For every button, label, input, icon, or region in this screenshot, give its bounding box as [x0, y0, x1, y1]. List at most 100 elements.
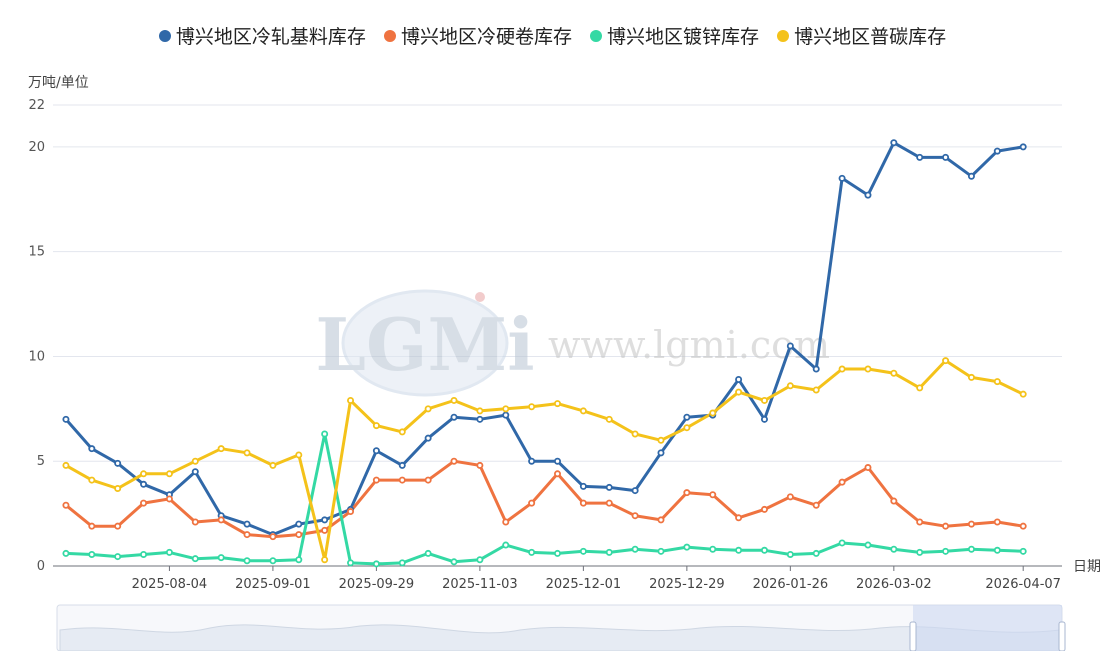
datazoom-selected-window[interactable]: [913, 605, 1062, 651]
data-point-series-1[interactable]: [838, 174, 846, 182]
data-point-series-1[interactable]: [864, 191, 872, 199]
data-point-series-2[interactable]: [812, 501, 820, 509]
data-point-series-2[interactable]: [295, 531, 303, 539]
datazoom-right-handle[interactable]: [1058, 621, 1066, 651]
data-point-series-2[interactable]: [88, 522, 96, 530]
data-point-series-2[interactable]: [967, 520, 975, 528]
data-point-series-4[interactable]: [579, 407, 587, 415]
data-point-series-3[interactable]: [605, 548, 613, 556]
data-point-series-2[interactable]: [502, 518, 510, 526]
data-point-series-3[interactable]: [864, 541, 872, 549]
data-point-series-4[interactable]: [217, 445, 225, 453]
data-point-series-3[interactable]: [786, 550, 794, 558]
data-point-series-2[interactable]: [864, 464, 872, 472]
data-point-series-2[interactable]: [735, 514, 743, 522]
data-point-series-3[interactable]: [993, 546, 1001, 554]
data-point-series-2[interactable]: [786, 493, 794, 501]
data-point-series-1[interactable]: [812, 365, 820, 373]
data-point-series-2[interactable]: [709, 491, 717, 499]
data-point-series-2[interactable]: [554, 470, 562, 478]
data-point-series-4[interactable]: [476, 407, 484, 415]
data-point-series-4[interactable]: [760, 396, 768, 404]
data-point-series-2[interactable]: [1019, 522, 1027, 530]
data-point-series-2[interactable]: [321, 526, 329, 534]
data-point-series-4[interactable]: [347, 396, 355, 404]
data-point-series-3[interactable]: [165, 548, 173, 556]
data-point-series-4[interactable]: [1019, 390, 1027, 398]
data-point-series-4[interactable]: [942, 357, 950, 365]
data-point-series-4[interactable]: [864, 365, 872, 373]
data-point-series-3[interactable]: [967, 545, 975, 553]
data-point-series-2[interactable]: [657, 516, 665, 524]
data-point-series-1[interactable]: [735, 376, 743, 384]
data-point-series-4[interactable]: [140, 470, 148, 478]
data-point-series-4[interactable]: [114, 484, 122, 492]
data-point-series-2[interactable]: [605, 499, 613, 507]
data-point-series-4[interactable]: [916, 384, 924, 392]
data-point-series-1[interactable]: [631, 487, 639, 495]
data-point-series-3[interactable]: [942, 547, 950, 555]
data-point-series-3[interactable]: [890, 545, 898, 553]
data-point-series-2[interactable]: [62, 501, 70, 509]
data-point-series-1[interactable]: [579, 482, 587, 490]
data-point-series-3[interactable]: [631, 545, 639, 553]
data-point-series-4[interactable]: [683, 424, 691, 432]
data-point-series-1[interactable]: [1019, 143, 1027, 151]
data-point-series-4[interactable]: [657, 436, 665, 444]
data-point-series-2[interactable]: [347, 508, 355, 516]
data-point-series-4[interactable]: [372, 422, 380, 430]
data-point-series-1[interactable]: [372, 447, 380, 455]
data-point-series-1[interactable]: [140, 480, 148, 488]
data-point-series-4[interactable]: [321, 556, 329, 564]
data-point-series-1[interactable]: [786, 342, 794, 350]
data-point-series-4[interactable]: [631, 430, 639, 438]
data-point-series-4[interactable]: [528, 403, 536, 411]
data-point-series-2[interactable]: [916, 518, 924, 526]
data-point-series-3[interactable]: [398, 559, 406, 567]
data-point-series-4[interactable]: [735, 388, 743, 396]
data-point-series-3[interactable]: [528, 548, 536, 556]
data-point-series-3[interactable]: [657, 547, 665, 555]
data-point-series-2[interactable]: [890, 497, 898, 505]
data-point-series-4[interactable]: [554, 400, 562, 408]
legend-item-series-1[interactable]: 博兴地区冷轧基料库存: [158, 22, 366, 49]
data-point-series-2[interactable]: [424, 476, 432, 484]
data-point-series-3[interactable]: [347, 559, 355, 567]
data-point-series-2[interactable]: [760, 505, 768, 513]
data-point-series-4[interactable]: [502, 405, 510, 413]
data-point-series-4[interactable]: [269, 461, 277, 469]
data-point-series-3[interactable]: [321, 430, 329, 438]
data-point-series-4[interactable]: [165, 470, 173, 478]
data-point-series-3[interactable]: [916, 548, 924, 556]
data-point-series-2[interactable]: [942, 522, 950, 530]
data-point-series-2[interactable]: [269, 533, 277, 541]
data-point-series-1[interactable]: [760, 415, 768, 423]
data-point-series-3[interactable]: [243, 557, 251, 565]
data-point-series-2[interactable]: [683, 489, 691, 497]
data-point-series-3[interactable]: [1019, 547, 1027, 555]
data-point-series-2[interactable]: [140, 499, 148, 507]
data-point-series-4[interactable]: [838, 365, 846, 373]
data-point-series-2[interactable]: [631, 512, 639, 520]
data-point-series-3[interactable]: [191, 555, 199, 563]
data-point-series-1[interactable]: [528, 457, 536, 465]
data-point-series-4[interactable]: [605, 415, 613, 423]
data-point-series-1[interactable]: [605, 483, 613, 491]
data-point-series-1[interactable]: [993, 147, 1001, 155]
data-point-series-1[interactable]: [916, 153, 924, 161]
legend-item-series-2[interactable]: 博兴地区冷硬卷库存: [383, 22, 572, 49]
data-point-series-1[interactable]: [890, 139, 898, 147]
data-point-series-3[interactable]: [838, 539, 846, 547]
data-point-series-2[interactable]: [191, 518, 199, 526]
data-point-series-4[interactable]: [967, 373, 975, 381]
data-point-series-4[interactable]: [243, 449, 251, 457]
data-point-series-4[interactable]: [450, 396, 458, 404]
data-point-series-4[interactable]: [295, 451, 303, 459]
data-point-series-1[interactable]: [424, 434, 432, 442]
data-point-series-1[interactable]: [967, 172, 975, 180]
data-point-series-4[interactable]: [62, 461, 70, 469]
data-point-series-3[interactable]: [502, 541, 510, 549]
data-point-series-2[interactable]: [838, 478, 846, 486]
data-point-series-2[interactable]: [476, 461, 484, 469]
data-point-series-1[interactable]: [295, 520, 303, 528]
